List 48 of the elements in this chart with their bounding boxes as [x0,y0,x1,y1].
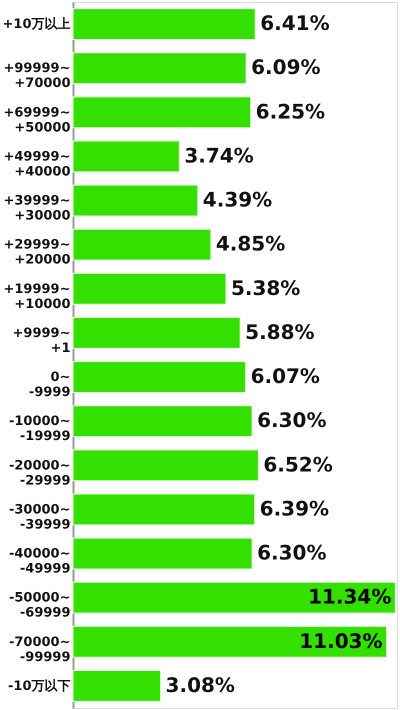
y-tick-label: -70000~-99999 [8,634,70,665]
bar [72,493,256,526]
y-tick-label: +29999~+20000 [3,238,70,268]
data-label: 6.09% [251,55,321,80]
data-label: 5.88% [245,320,315,344]
bar [72,449,259,482]
y-tick-label: -10万以下 [8,678,70,694]
bar [72,316,241,349]
bar [72,405,253,438]
bar [72,96,252,128]
data-label: 4.39% [202,188,272,212]
data-label: 6.39% [260,496,330,520]
y-tick-label: -40000~-49999 [8,546,70,577]
bar [72,52,247,84]
bar [72,361,246,394]
data-label: 6.30% [257,408,326,432]
data-label: 6.07% [250,364,320,388]
data-label: 11.03% [299,628,383,653]
data-label: 3.74% [184,143,254,168]
y-tick-label: -30000~-39999 [8,502,70,532]
bar [72,272,226,305]
data-label: 5.38% [230,276,300,300]
bar [72,626,388,658]
data-label: 3.08% [166,672,235,697]
y-tick-label: -50000~-69999 [8,590,70,621]
bar [72,582,396,614]
y-tick-label: +19999~+10000 [3,282,70,312]
y-tick-label: +49999~+40000 [3,149,70,180]
data-label: 11.34% [308,584,392,609]
y-tick-label: +39999~+30000 [3,194,70,224]
data-label: 6.41% [260,11,330,36]
y-tick-label: 0~-9999 [28,370,70,400]
data-label: 6.52% [263,452,333,476]
bar [72,184,198,217]
y-tick-label: -10000~-19999 [8,414,70,444]
data-label: 6.30% [257,540,326,565]
bar [72,228,212,261]
y-tick-label: +10万以上 [2,17,70,32]
data-label: 4.85% [216,232,286,256]
y-tick-label: +69999~+50000 [3,105,70,136]
y-tick-label: -20000~-29999 [8,458,70,488]
data-label: 6.25% [256,99,326,124]
bar [72,140,180,172]
y-tick-label: +9999~+1 [12,326,70,356]
bar [72,670,162,702]
y-tick-label: +99999~+70000 [3,61,70,92]
bar [72,8,256,40]
bar [72,538,253,570]
